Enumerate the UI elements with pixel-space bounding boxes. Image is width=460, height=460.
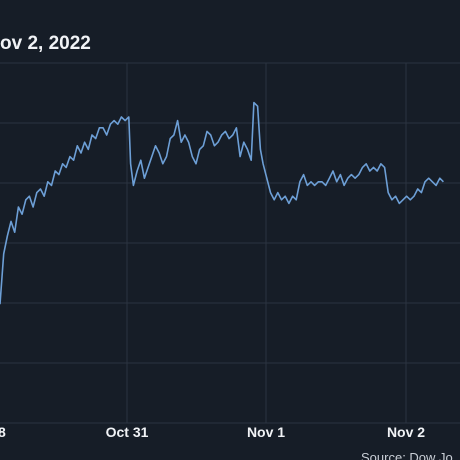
x-tick-label-1: Oct 31 [106, 424, 149, 440]
chart-title: ov 2, 2022 [0, 33, 91, 54]
series-line-0 [0, 101, 444, 305]
series-layer [0, 101, 444, 305]
gridlines [0, 62, 460, 424]
source-note: Source: Dow Jo [361, 450, 453, 460]
x-tick-label-2: Nov 1 [247, 424, 285, 440]
x-axis: 8 Oct 31 Nov 1 Nov 2 [0, 424, 425, 440]
x-tick-label-3: Nov 2 [387, 424, 425, 440]
x-tick-label-0: 8 [0, 424, 6, 440]
